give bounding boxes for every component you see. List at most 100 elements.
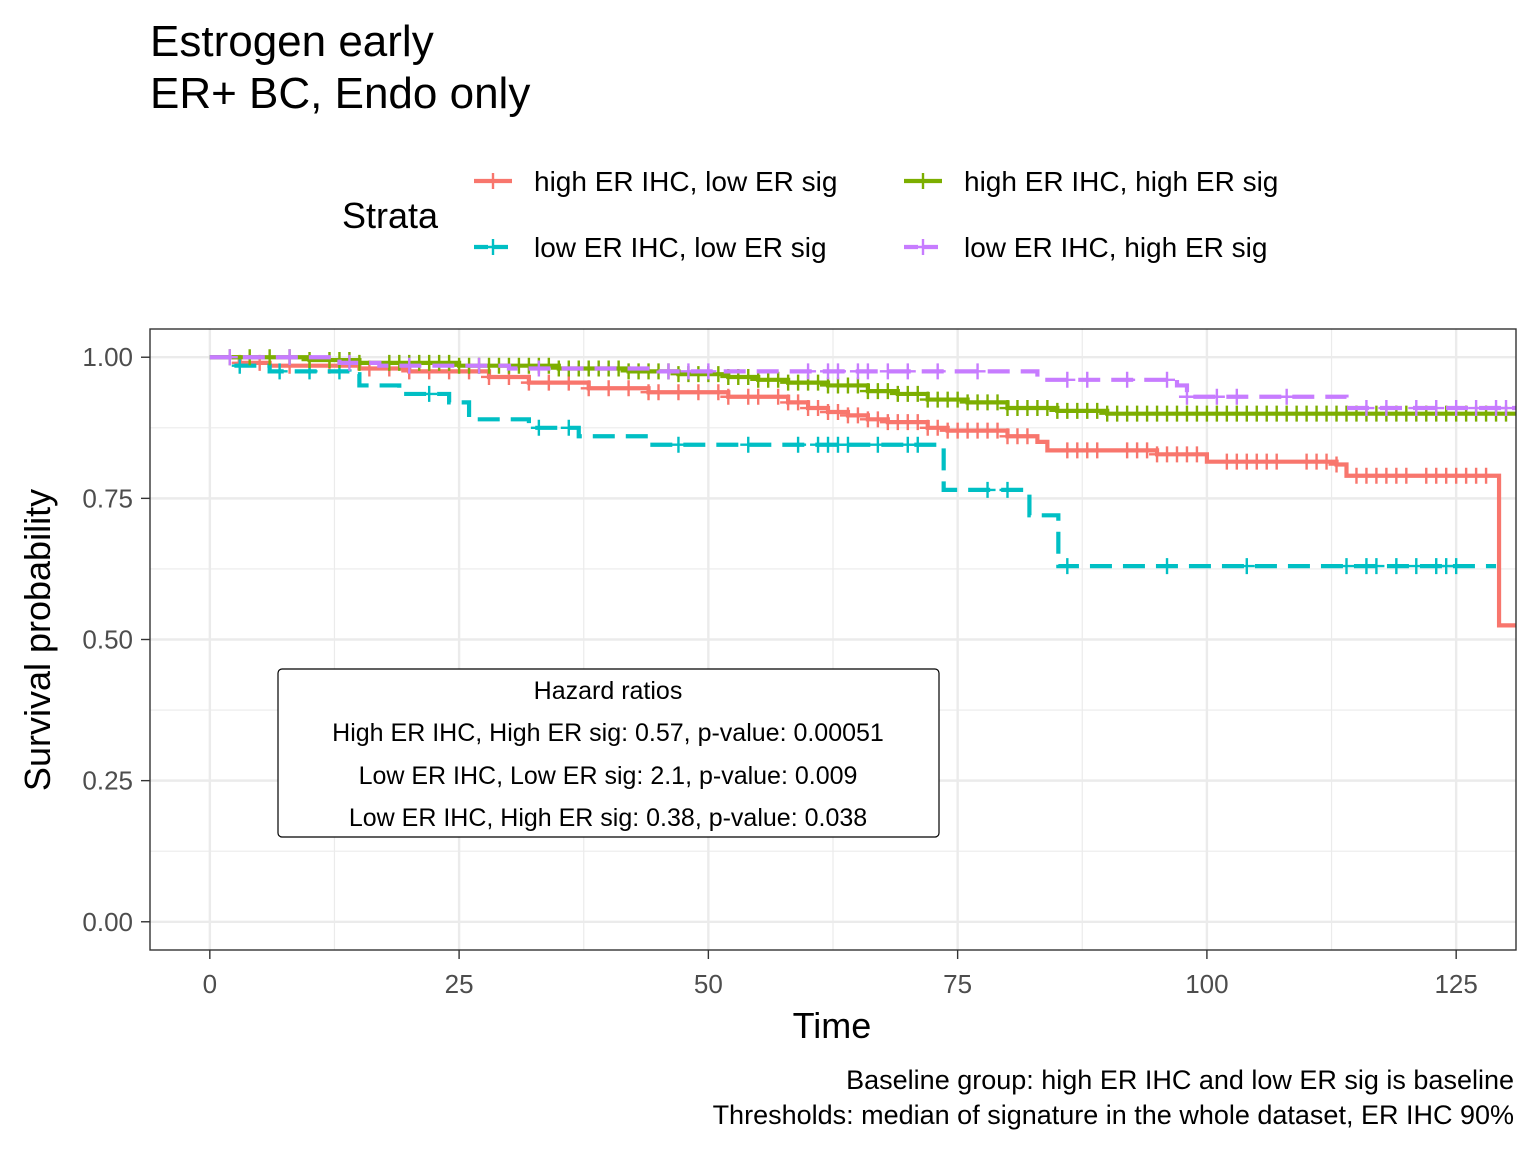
hazard-ratio-title: Hazard ratios	[534, 677, 683, 705]
censor-mark	[530, 360, 547, 377]
hazard-ratio-line: High ER IHC, High ER sig: 0.57, p-value:…	[332, 719, 884, 747]
censor-mark	[1478, 467, 1495, 484]
series-high-er-ihc-high-er-sig	[209, 349, 1516, 422]
censor-mark	[829, 403, 846, 420]
chart-subtitle: ER+ BC, Endo only	[150, 69, 530, 118]
hazard-ratio-box: Hazard ratios High ER IHC, High ER sig: …	[277, 668, 940, 838]
censor-mark	[800, 363, 817, 380]
legend-key-mark	[915, 239, 931, 255]
y-axis-label: Survival probability	[17, 489, 58, 791]
censor-mark	[520, 374, 537, 391]
y-tick-label: 0.75	[82, 483, 133, 513]
x-tick-label: 75	[943, 969, 972, 999]
censor-mark	[281, 349, 298, 366]
x-tick-label: 100	[1185, 969, 1228, 999]
censor-mark	[740, 436, 757, 453]
censor-mark	[810, 374, 827, 391]
censor-mark	[929, 419, 946, 436]
censor-mark	[540, 374, 557, 391]
y-tick-label: 0.50	[82, 625, 133, 655]
censor-mark	[271, 363, 288, 380]
censor-mark	[1428, 400, 1445, 417]
legend-item: high ER IHC, high ER sig	[904, 166, 1278, 197]
legend-key-mark	[915, 173, 931, 189]
censor-mark	[1079, 371, 1096, 388]
censor-mark	[1119, 371, 1136, 388]
censor-mark	[231, 357, 248, 374]
censor-mark	[471, 357, 488, 374]
censor-mark	[670, 384, 687, 401]
censor-mark	[999, 481, 1016, 498]
censor-mark	[1208, 388, 1225, 405]
series-high-er-ihc-low-er-sig	[209, 354, 1516, 628]
legend-label: low ER IHC, high ER sig	[964, 232, 1267, 263]
censor-mark	[441, 354, 458, 371]
censor-mark	[421, 385, 438, 402]
censor-mark	[1089, 402, 1106, 419]
censor-mark	[1059, 558, 1076, 575]
legend-title: Strata	[342, 195, 439, 236]
censor-mark	[909, 414, 926, 431]
censor-mark	[1039, 400, 1056, 417]
chart-title: Estrogen early	[150, 17, 434, 66]
legend-item: low ER IHC, low ER sig	[474, 232, 827, 263]
legend-item: low ER IHC, high ER sig	[904, 232, 1267, 263]
censor-mark	[849, 377, 866, 394]
censor-mark	[580, 380, 597, 397]
censor-mark	[1448, 400, 1465, 417]
censor-mark	[600, 380, 617, 397]
censor-mark	[899, 363, 916, 380]
censor-mark	[1188, 446, 1205, 463]
censor-mark	[540, 357, 557, 374]
censor-mark	[710, 384, 727, 401]
censor-mark	[1278, 388, 1295, 405]
censor-mark	[740, 368, 757, 385]
censor-mark	[670, 436, 687, 453]
censor-mark	[221, 349, 238, 366]
censor-mark	[770, 388, 787, 405]
censor-mark	[929, 363, 946, 380]
legend-label: low ER IHC, low ER sig	[534, 232, 827, 263]
survival-curve	[209, 355, 1497, 569]
legend-key-mark	[485, 239, 501, 255]
censor-mark	[690, 384, 707, 401]
censor-mark	[770, 371, 787, 388]
x-axis-label: Time	[793, 1005, 872, 1046]
legend-label: high ER IHC, low ER sig	[534, 166, 837, 197]
censor-mark	[1318, 453, 1335, 470]
hazard-ratio-line: Low ER IHC, High ER sig: 0.38, p-value: …	[349, 804, 867, 832]
censor-mark	[989, 394, 1006, 411]
survival-curve	[209, 355, 1516, 411]
series-low-er-ihc-low-er-sig	[209, 355, 1497, 575]
censor-mark	[1368, 558, 1385, 575]
censor-mark	[650, 384, 667, 401]
legend-key-mark	[485, 173, 501, 189]
censor-mark	[949, 391, 966, 408]
censor-mark	[790, 394, 807, 411]
plot-panel	[149, 328, 1517, 951]
caption-line: Thresholds: median of signature in the w…	[713, 1100, 1514, 1130]
censor-mark	[750, 388, 767, 405]
hazard-ratio-frame	[277, 668, 940, 838]
censor-mark	[1398, 467, 1415, 484]
x-tick-label: 0	[203, 969, 217, 999]
y-tick-label: 0.25	[82, 766, 133, 796]
censor-mark	[1468, 400, 1485, 417]
censor-mark	[849, 407, 866, 424]
legend-item: high ER IHC, low ER sig	[474, 166, 837, 197]
censor-mark	[829, 363, 846, 380]
censor-mark	[341, 354, 358, 371]
legend: Strata high ER IHC, low ER sig low ER IHC…	[342, 166, 1278, 263]
censor-mark	[530, 419, 547, 436]
y-tick-label: 1.00	[82, 342, 133, 372]
censor-mark	[989, 422, 1006, 439]
censor-mark	[879, 383, 896, 400]
censor-mark	[1498, 400, 1515, 417]
series-low-er-ihc-high-er-sig	[209, 349, 1516, 417]
censor-mark	[879, 363, 896, 380]
censor-mark	[859, 363, 876, 380]
x-tick-label: 125	[1434, 969, 1477, 999]
x-tick-label: 25	[445, 969, 474, 999]
censor-mark	[869, 411, 886, 428]
